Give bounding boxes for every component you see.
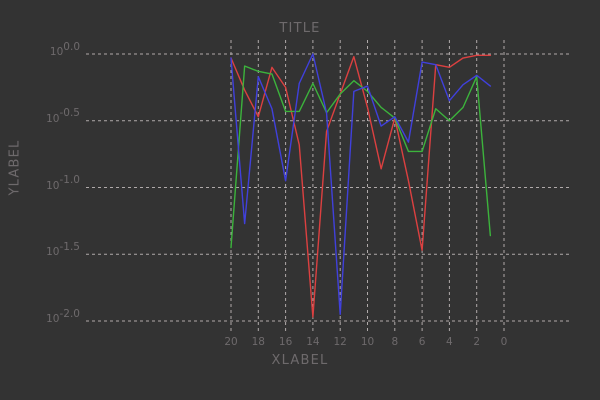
x-tick-label: 6 — [418, 336, 426, 348]
gridlines — [86, 40, 570, 331]
x-tick-label: 14 — [306, 336, 320, 348]
series-line-blue — [230, 53, 492, 316]
y-tick-label: 10-2.0 — [14, 308, 80, 325]
y-tick-mantissa: 10 — [46, 179, 60, 192]
chart-title: TITLE — [279, 21, 321, 36]
x-tick-label: 2 — [473, 336, 481, 348]
y-tick-mantissa: 10 — [46, 246, 60, 259]
y-tick-label: 10-1.0 — [14, 175, 80, 192]
x-tick-label: 4 — [446, 336, 453, 348]
x-tick-label: 10 — [360, 336, 375, 348]
y-tick-mantissa: 10 — [49, 46, 64, 58]
y-tick-mantissa: 10 — [46, 112, 60, 125]
x-tick-label: 0 — [500, 336, 508, 348]
x-tick-label: 8 — [391, 336, 399, 348]
y-tick-exponent: -2.0 — [59, 307, 81, 320]
y-tick-mantissa: 10 — [46, 313, 60, 325]
series-line-red — [230, 54, 492, 318]
y-tick-exponent: 0.0 — [63, 40, 80, 53]
x-axis-label: XLABEL — [271, 353, 329, 368]
x-tick-label: 18 — [251, 336, 265, 348]
y-tick-label: 10-0.5 — [14, 108, 80, 125]
x-tick-label: 16 — [278, 336, 293, 348]
y-tick-label: 100.0 — [14, 41, 80, 58]
y-tick-exponent: -1.0 — [59, 174, 81, 186]
y-tick-label: 10-1.5 — [14, 242, 80, 259]
x-tick-label: 12 — [333, 336, 347, 348]
y-tick-exponent: -1.5 — [59, 240, 81, 253]
y-tick-exponent: -0.5 — [59, 107, 81, 120]
series-line-green — [230, 65, 492, 249]
x-tick-label: 20 — [224, 336, 238, 348]
